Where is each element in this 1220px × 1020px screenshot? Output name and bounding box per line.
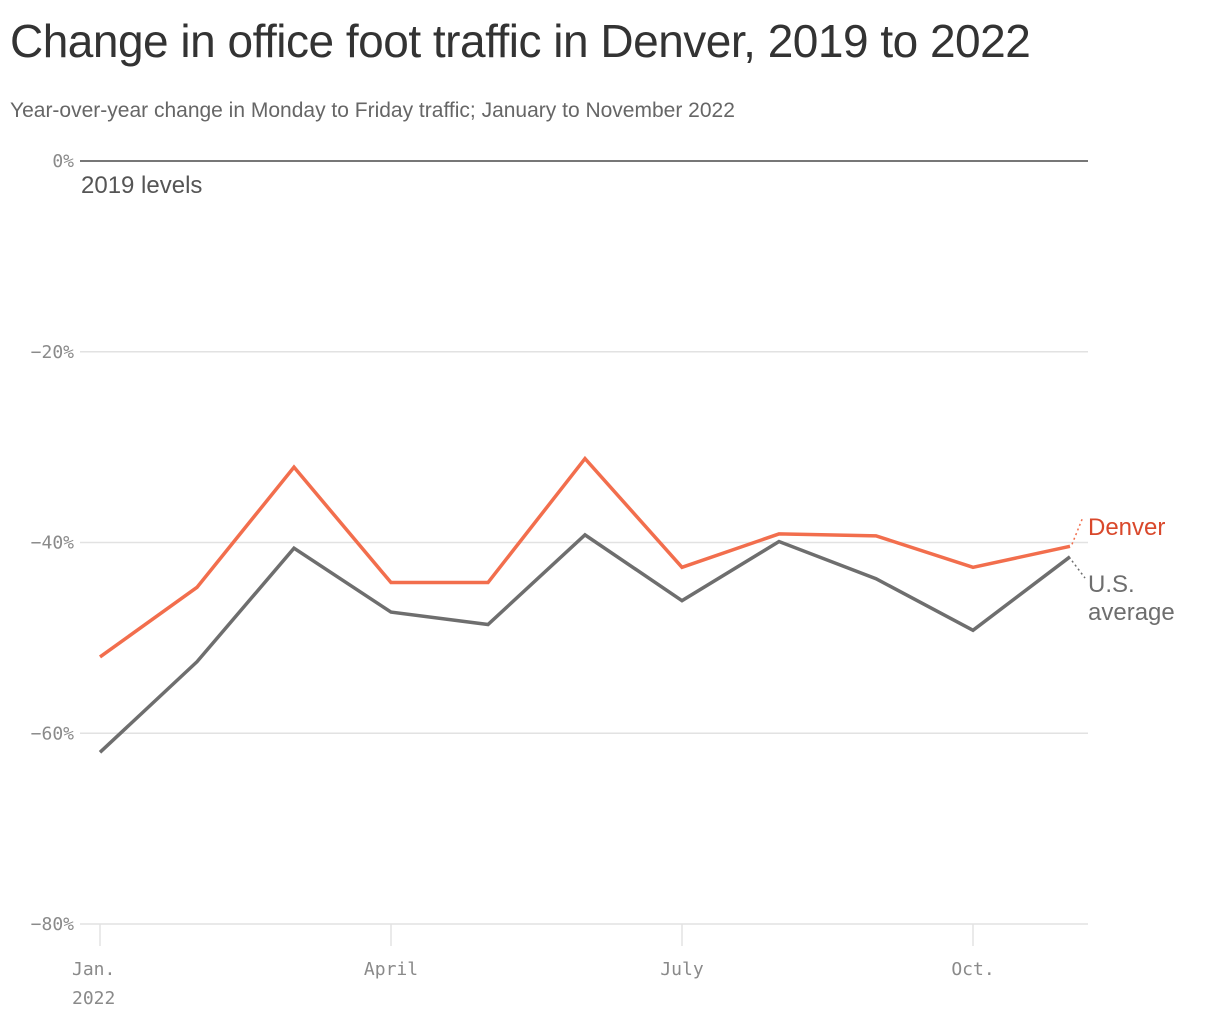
y-tick-label: −40% [31, 533, 75, 554]
annotation-2019-levels: 2019 levels [81, 172, 202, 199]
x-tick-label: April [364, 959, 418, 980]
label-layer: 2019 levels Denver U.S. average [81, 172, 1175, 626]
us-label-line-2: average [1088, 599, 1175, 626]
x-tick-sublabel: 2022 [72, 988, 115, 1009]
x-tick-label: July [660, 959, 704, 980]
us-average-series-label: U.S. average [1088, 571, 1175, 626]
denver-line [98, 455, 1071, 659]
series-layer [98, 455, 1072, 754]
x-tick-label: Oct. [951, 959, 994, 980]
grid-layer [80, 160, 1088, 925]
us-label-line-1: U.S. [1088, 571, 1135, 598]
axis-layer: 0% −20% −40% −60% −80% Jan. 2022 April July Oct. [31, 151, 995, 1009]
y-tick-label: −80% [31, 914, 75, 935]
y-tick-label: −20% [31, 342, 75, 363]
y-tick-label: 0% [52, 151, 74, 172]
us-average-line [98, 532, 1072, 754]
y-tick-label: −60% [31, 723, 75, 744]
us-label-leader [1071, 560, 1086, 579]
chart-subtitle: Year-over-year change in Monday to Frida… [10, 99, 735, 122]
x-tick-label: Jan. [72, 959, 115, 980]
denver-label-leader [1071, 516, 1084, 545]
chart-title: Change in office foot traffic in Denver,… [10, 15, 1031, 67]
denver-series-label: Denver [1088, 514, 1165, 541]
